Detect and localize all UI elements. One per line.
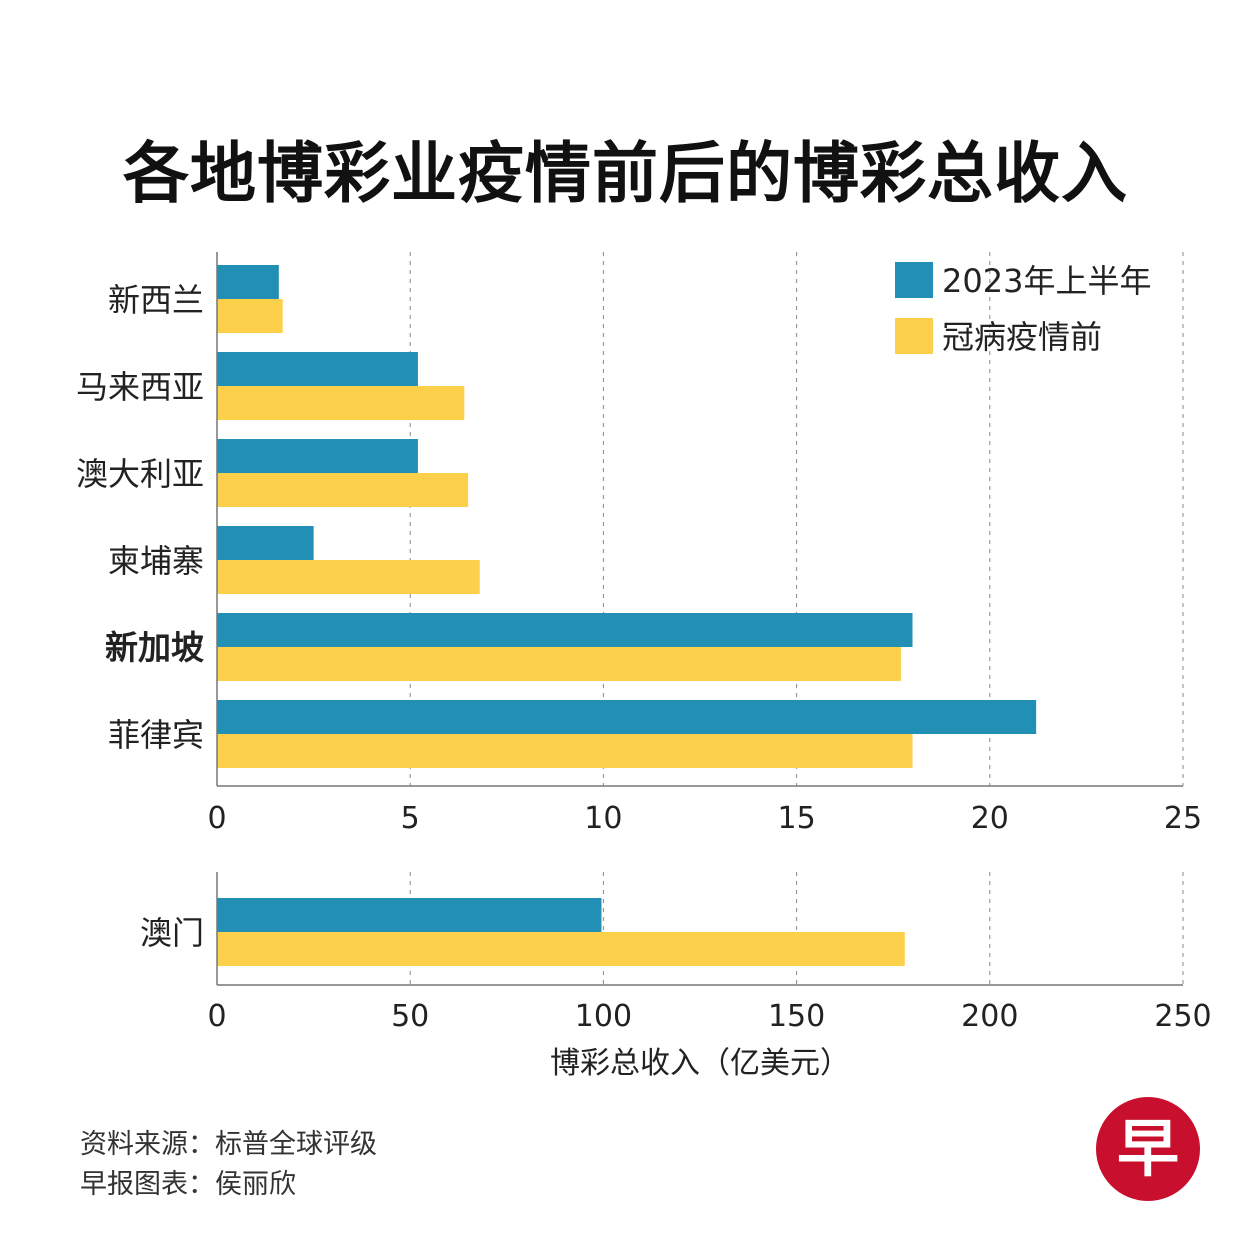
category-label: 柬埔寨: [108, 542, 204, 580]
bar-h1-2023: [217, 613, 913, 647]
category-label: 马来西亚: [76, 368, 204, 406]
x-tick-label: 0: [207, 999, 226, 1034]
x-tick-label: 150: [768, 999, 825, 1034]
legend-swatch: [895, 318, 933, 354]
legend-label: 2023年上半年: [942, 262, 1151, 300]
bar-pre-covid: [217, 386, 465, 420]
credit-note: 早报图表：侯丽欣: [80, 1169, 296, 1200]
x-tick-label: 0: [207, 801, 226, 836]
bar-h1-2023: [217, 526, 314, 560]
x-tick-label: 250: [1154, 999, 1211, 1034]
bar-h1-2023: [217, 352, 418, 386]
bar-h1-2023: [217, 265, 279, 299]
category-label: 新西兰: [108, 281, 204, 319]
footer: 资料来源：标普全球评级 早报图表：侯丽欣: [80, 1125, 377, 1205]
category-label: 澳大利亚: [76, 455, 204, 493]
category-label: 澳门: [140, 914, 204, 952]
bar-h1-2023: [217, 439, 418, 473]
category-label: 新加坡: [105, 628, 204, 667]
x-tick-label: 15: [778, 801, 816, 836]
bar-h1-2023: [217, 700, 1037, 734]
x-tick-label: 5: [401, 801, 420, 836]
chart-title: 各地博彩业疫情前后的博彩总收入: [123, 135, 1128, 212]
bar-pre-covid: [217, 932, 905, 966]
x-tick-label: 50: [391, 999, 429, 1034]
legend-label: 冠病疫情前: [942, 318, 1102, 356]
x-tick-label: 10: [584, 801, 622, 836]
bar-pre-covid: [217, 560, 480, 594]
bar-h1-2023: [217, 898, 602, 932]
x-tick-label: 200: [961, 999, 1018, 1034]
source-note: 资料来源：标普全球评级: [80, 1129, 377, 1160]
x-tick-label: 100: [575, 999, 632, 1034]
legend-swatch: [895, 262, 933, 298]
zaobao-logo: 早: [1096, 1097, 1200, 1201]
bar-pre-covid: [217, 647, 901, 681]
bar-pre-covid: [217, 734, 913, 768]
x-axis-title: 博彩总收入（亿美元）: [550, 1046, 850, 1081]
x-tick-label: 25: [1164, 801, 1202, 836]
bar-pre-covid: [217, 299, 283, 333]
category-label: 菲律宾: [108, 716, 204, 754]
bar-pre-covid: [217, 473, 469, 507]
x-tick-label: 20: [971, 801, 1009, 836]
